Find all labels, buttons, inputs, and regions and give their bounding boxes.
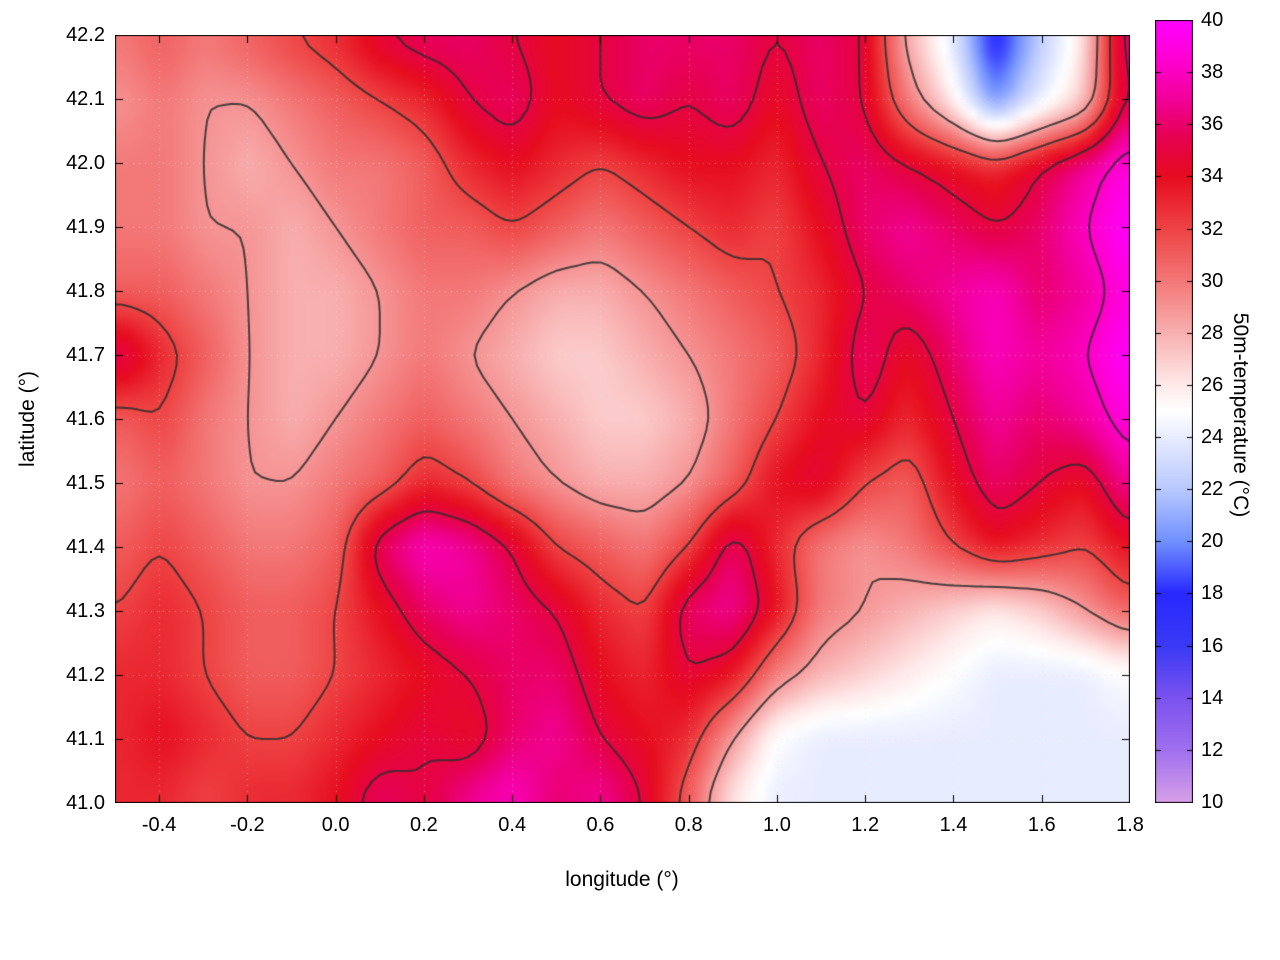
colorbar-canvas [1155,20,1193,803]
y-axis-tick-label: 41.3 [66,600,105,622]
colorbar-label: 50m-temperature (°C) [1229,312,1252,518]
heatmap-canvas [115,35,1130,803]
x-axis-tick-label: -0.4 [141,814,177,836]
colorbar-tick-label: 10 [1201,791,1224,813]
x-axis-tick-label: 1.0 [763,814,791,836]
colorbar-tick-label: 32 [1201,217,1224,240]
y-axis-tick-label: 41.5 [66,472,105,494]
x-axis-tick-label: 0.2 [410,814,438,836]
y-axis-tick-label: 41.8 [66,280,105,302]
y-axis-tick-label: 42.2 [66,24,105,46]
y-axis-tick-label: 41.2 [66,664,105,686]
colorbar-tick-label: 40 [1201,9,1224,31]
y-axis-tick-label: 41.0 [66,792,105,814]
colorbar-tick-label: 34 [1201,165,1224,188]
colorbar-tick-label: 16 [1201,634,1224,657]
colorbar-tick-label: 22 [1201,478,1224,501]
colorbar-tick-label: 36 [1201,113,1224,136]
y-axis-tick-label: 41.4 [66,536,105,558]
x-axis-label: longitude (°) [565,868,679,891]
y-axis-tick-label: 41.1 [66,728,105,750]
colorbar-tick-label: 30 [1201,269,1224,292]
y-axis-tick-label: 42.1 [66,88,105,110]
x-axis-tick-label: 1.4 [939,814,968,836]
y-axis-tick-label: 41.7 [66,344,105,366]
x-axis-tick-label: 0.8 [674,814,703,836]
x-axis-tick-label: 0.4 [498,814,527,836]
colorbar-tick-label: 18 [1201,582,1224,605]
y-axis-tick-label: 42.0 [66,152,105,174]
colorbar-tick-label: 26 [1201,373,1224,396]
x-axis-tick-label: 1.6 [1027,814,1056,836]
colorbar-tick-label: 28 [1201,321,1224,344]
y-axis-label: latitude (°) [16,371,39,467]
colorbar-tick-label: 20 [1201,530,1224,553]
y-axis-tick-label: 41.9 [66,216,105,238]
colorbar-tick-label: 14 [1201,686,1224,709]
x-axis-tick-label: 1.8 [1116,814,1144,836]
x-axis-tick-label: 1.2 [851,814,880,836]
y-axis-tick-label: 41.6 [66,408,105,430]
colorbar-tick-label: 12 [1201,738,1224,761]
colorbar-tick-label: 38 [1201,61,1224,84]
x-axis-tick-label: 0.6 [586,814,615,836]
colorbar-tick-label: 24 [1201,426,1224,449]
x-axis-tick-label: -0.2 [230,814,265,836]
x-axis-tick-label: 0.0 [321,814,350,836]
